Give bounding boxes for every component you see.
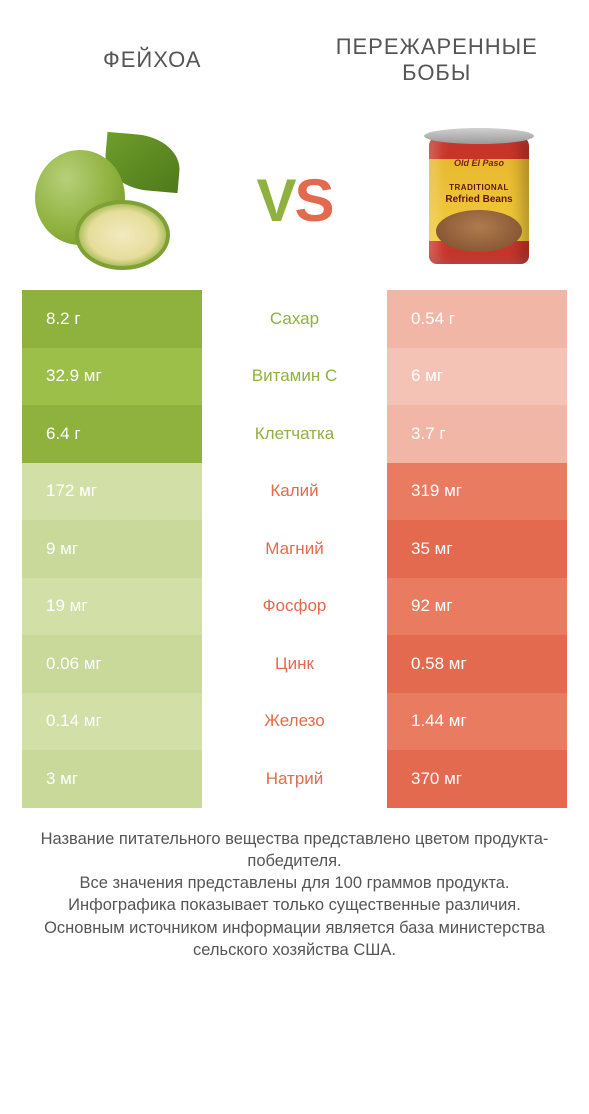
left-value: 8.2 г <box>22 290 202 348</box>
table-row: 3 мгНатрий370 мг <box>22 750 567 808</box>
vs-label: VS <box>256 166 332 235</box>
right-value: 3.7 г <box>387 405 567 463</box>
vs-v: V <box>256 167 294 234</box>
footer-line: Инфографика показывает только существенн… <box>20 894 569 916</box>
vs-s: S <box>295 167 333 234</box>
nutrient-label: Витамин C <box>202 348 387 406</box>
right-value: 0.58 мг <box>387 635 567 693</box>
nutrient-label: Фосфор <box>202 578 387 636</box>
table-row: 0.06 мгЦинк0.58 мг <box>22 635 567 693</box>
left-value: 9 мг <box>22 520 202 578</box>
can-brand: Old El Paso <box>424 158 534 168</box>
right-value: 1.44 мг <box>387 693 567 751</box>
product-image-right: Old El Paso TRADITIONAL Refried Beans <box>399 120 559 280</box>
nutrient-label: Клетчатка <box>202 405 387 463</box>
right-value: 6 мг <box>387 348 567 406</box>
title-right: ПЕРЕЖАРЕННЫЕ БОБЫ <box>309 34 565 87</box>
footer-notes: Название питательного вещества представл… <box>0 828 589 982</box>
nutrient-label: Натрий <box>202 750 387 808</box>
footer-line: Название питательного вещества представл… <box>20 828 569 873</box>
right-value: 370 мг <box>387 750 567 808</box>
left-value: 0.06 мг <box>22 635 202 693</box>
table-row: 8.2 гСахар0.54 г <box>22 290 567 348</box>
hero-row: VS Old El Paso TRADITIONAL Refried Beans <box>0 110 589 290</box>
nutrient-label: Калий <box>202 463 387 521</box>
left-value: 19 мг <box>22 578 202 636</box>
table-row: 6.4 гКлетчатка3.7 г <box>22 405 567 463</box>
footer-line: Все значения представлены для 100 граммо… <box>20 872 569 894</box>
left-value: 172 мг <box>22 463 202 521</box>
left-value: 32.9 мг <box>22 348 202 406</box>
title-left: ФЕЙХОА <box>24 47 280 73</box>
table-row: 172 мгКалий319 мг <box>22 463 567 521</box>
right-value: 92 мг <box>387 578 567 636</box>
right-value: 0.54 г <box>387 290 567 348</box>
nutrient-label: Магний <box>202 520 387 578</box>
comparison-table: 8.2 гСахар0.54 г32.9 мгВитамин C6 мг6.4 … <box>22 290 567 808</box>
right-value: 35 мг <box>387 520 567 578</box>
left-value: 6.4 г <box>22 405 202 463</box>
table-row: 32.9 мгВитамин C6 мг <box>22 348 567 406</box>
right-value: 319 мг <box>387 463 567 521</box>
can-line2: Refried Beans <box>424 194 534 205</box>
nutrient-label: Железо <box>202 693 387 751</box>
can-line1: TRADITIONAL <box>424 183 534 192</box>
feijoa-icon <box>35 130 185 270</box>
nutrient-label: Сахар <box>202 290 387 348</box>
footer-line: Основным источником информации является … <box>20 917 569 962</box>
nutrient-label: Цинк <box>202 635 387 693</box>
table-row: 19 мгФосфор92 мг <box>22 578 567 636</box>
header: ФЕЙХОА ПЕРЕЖАРЕННЫЕ БОБЫ <box>0 0 589 110</box>
product-image-left <box>30 120 190 280</box>
table-row: 9 мгМагний35 мг <box>22 520 567 578</box>
beans-can-icon: Old El Paso TRADITIONAL Refried Beans <box>424 128 534 273</box>
left-value: 0.14 мг <box>22 693 202 751</box>
left-value: 3 мг <box>22 750 202 808</box>
table-row: 0.14 мгЖелезо1.44 мг <box>22 693 567 751</box>
